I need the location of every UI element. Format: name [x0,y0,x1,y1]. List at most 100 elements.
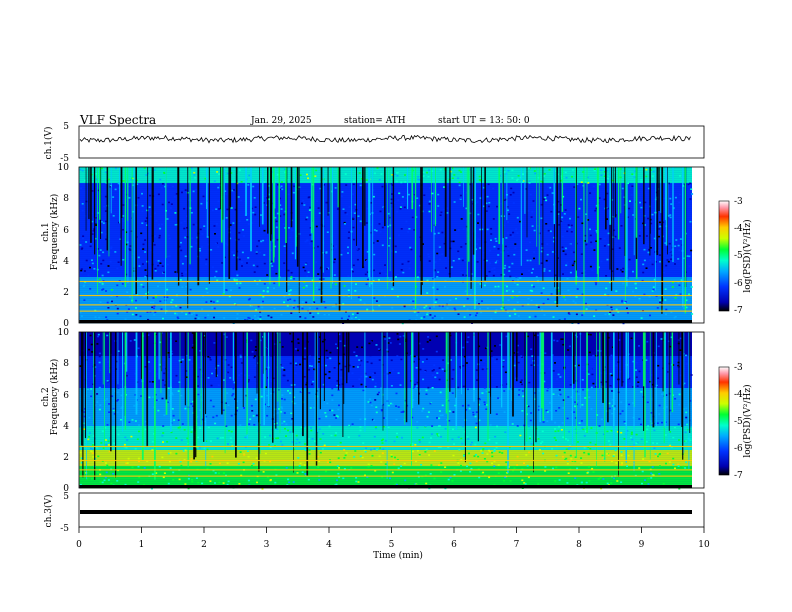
ch1-spec-ylabel-freq: Frequency (kHz) [49,194,60,271]
spec-speckle [372,280,375,282]
spec-speckle [122,259,125,261]
spec-speckle [287,299,289,301]
spec-speckle [602,433,605,436]
spec-band [79,358,692,361]
spec-speckle [424,371,426,373]
spec-speckle [294,365,297,367]
spec-band [79,408,692,411]
spec-speckle [167,352,170,354]
spec-speckle [254,213,257,216]
spec-speckle [342,303,345,305]
spec-speckle [437,205,440,207]
spec-speckle [106,334,109,337]
spec-speckle [310,365,313,367]
spec-speckle [193,312,196,315]
spec-speckle [224,402,227,404]
spec-speckle [147,343,150,346]
spec-speckle [309,234,312,236]
spec-speckle [254,349,257,352]
spec-speckle [572,251,575,254]
spec-speckle [92,230,95,232]
spec-speckle [505,466,508,468]
spec-speckle [564,209,567,211]
spec-speckle [338,362,341,365]
spec-speckle [638,467,641,469]
spec-speckle [452,411,455,413]
spec-speckle [565,176,568,179]
spec-speckle [273,287,275,290]
spec-speckle [503,411,506,413]
spec-speckle [433,276,436,279]
spec-speckle [528,181,531,184]
spec-speckle [328,377,331,379]
spec-speckle [402,340,405,342]
spec-speckle [496,205,498,208]
spec-band [79,406,692,409]
spec-speckle [459,194,462,197]
spec-speckle [344,173,347,175]
spec-speckle [685,407,688,410]
spec-speckle [183,220,186,223]
spec-speckle [605,169,608,172]
spec-band [79,243,692,246]
spec-speckle [560,220,563,222]
spec-speckle [280,440,282,443]
spec-speckle [217,246,220,248]
spec-speckle [394,173,397,176]
spec-speckle [465,207,468,210]
spec-speckle [672,457,675,460]
spec-speckle [390,402,392,405]
spec-speckle [632,350,634,352]
ch2-spec-ylabel-ch: ch.2 [41,387,51,406]
spec-speckle [676,385,679,387]
spec-speckle [668,444,671,447]
spec-speckle [246,262,248,264]
spec-speckle [303,464,306,466]
spec-speckle [354,316,357,319]
spec-speckle [425,389,428,392]
spec-speckle [431,374,434,376]
spec-band [79,211,692,214]
spec-speckle [387,426,390,429]
spec-speckle [517,279,520,281]
spec-speckle [417,311,420,313]
spec-speckle [394,245,397,248]
spec-speckle [308,368,311,371]
spec-speckle [98,352,101,355]
spec-speckle [557,213,560,215]
spec-speckle [568,430,571,433]
spec-speckle [109,299,112,302]
spec-speckle [399,206,402,208]
ch1-waveform-panel: 5 -5 ch.1(V) [43,122,705,164]
spec-speckle [603,237,606,240]
spec-speckle [654,453,657,455]
spec-speckle [579,181,582,183]
spec-speckle [665,335,668,338]
spec-speckle [626,430,629,432]
spec-speckle [541,243,544,245]
spec-speckle [287,478,290,481]
spec-speckle [468,452,470,455]
spec-speckle [159,300,162,303]
spec-speckle [672,364,675,366]
spec-speckle [326,231,329,233]
spec-speckle [403,462,406,465]
spec-speckle [435,208,438,210]
spec-sferic [607,332,609,423]
spec-speckle [308,449,311,451]
spec-speckle [107,265,110,267]
spec-speckle [622,267,625,270]
spec-speckle [523,424,526,427]
spec-speckle [136,438,139,440]
spec-speckle [278,345,281,347]
spec-speckle [554,421,557,424]
spec-speckle [520,471,522,473]
spec-speckle [554,428,556,430]
spec-speckle [507,209,509,212]
spec-speckle [242,229,244,231]
spec-sferic [314,332,316,434]
spec-speckle [292,481,295,483]
spec-speckle [149,381,152,383]
spec-speckle [343,468,346,470]
